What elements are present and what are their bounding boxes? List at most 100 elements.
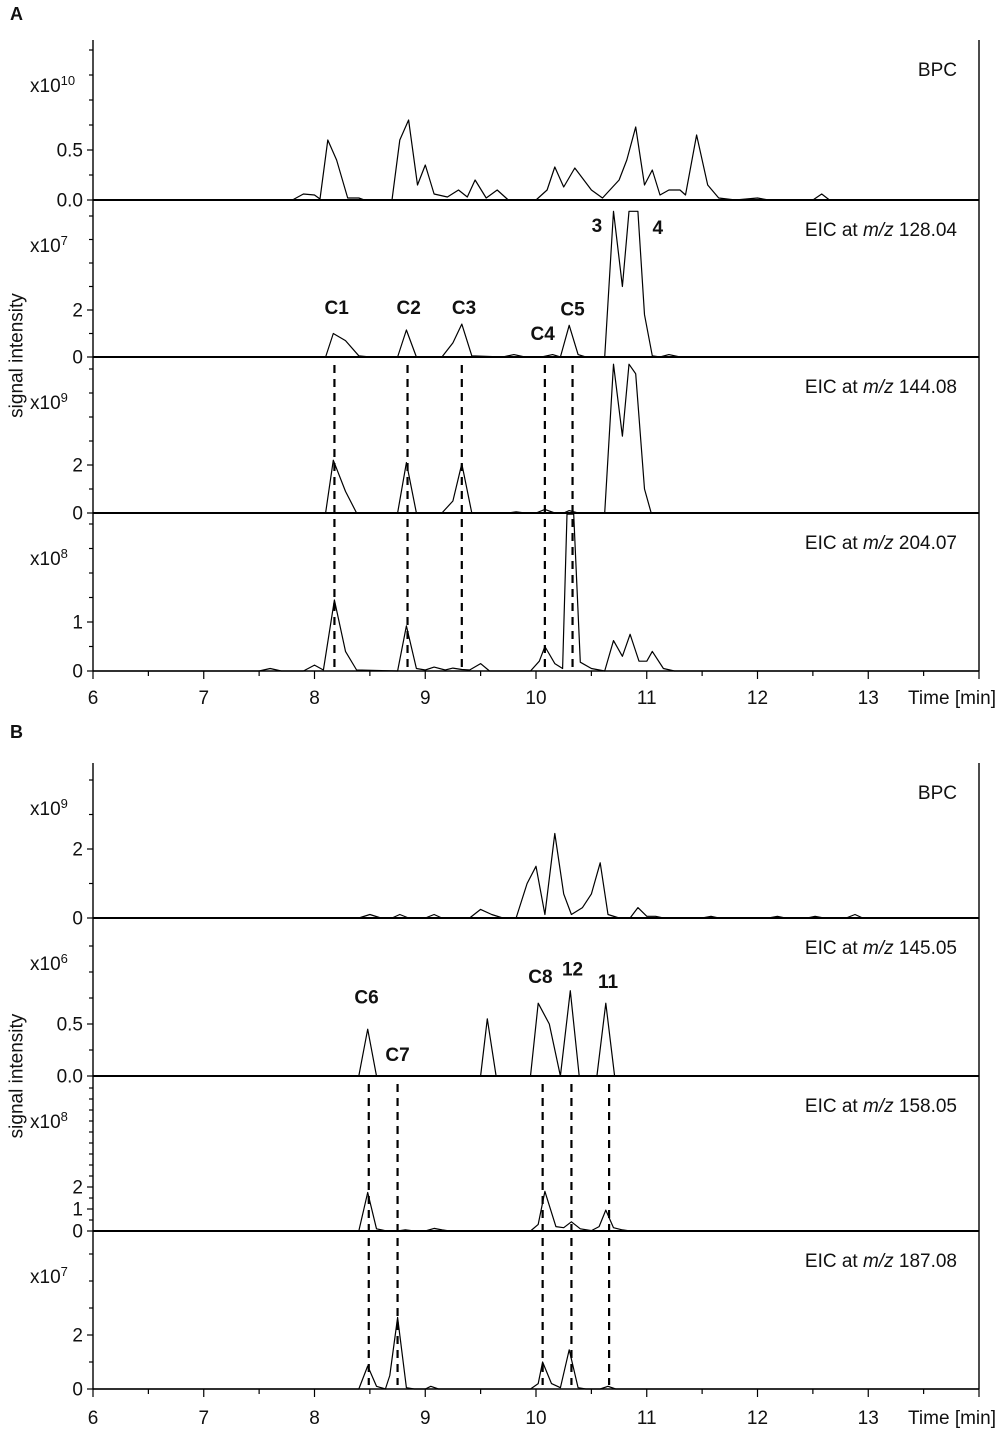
y-tick-label: 2 xyxy=(72,840,83,861)
peak-label: C1 xyxy=(325,298,350,319)
y-tick-label: 1 xyxy=(72,613,83,634)
chromatogram-trace xyxy=(93,832,979,919)
scale-exponent: 6 xyxy=(61,951,68,966)
x-axis-label: Time [min] xyxy=(908,688,996,709)
subplot-2: 0.0 0.5 x106 EIC at m/z 145.05 C6 C7 C8 12 11 xyxy=(30,938,979,1088)
x-tick-label: 8 xyxy=(309,688,320,709)
x-tick-label: 13 xyxy=(858,688,879,709)
chromatogram-trace xyxy=(93,513,979,672)
scale-base: x10 xyxy=(30,1267,61,1288)
scale-label: x106 xyxy=(30,951,68,975)
y-tick-label: 2 xyxy=(72,456,83,477)
panel-letter: A xyxy=(10,4,23,24)
title-value: 158.05 xyxy=(894,1096,957,1117)
title-mz: m/z xyxy=(863,1251,894,1272)
x-tick-label: 11 xyxy=(637,688,657,709)
y-tick-label: 0 xyxy=(72,348,83,369)
y-axis-label: signal intensity xyxy=(7,293,28,418)
title-prefix: EIC at xyxy=(805,377,863,398)
title-prefix: EIC at xyxy=(805,1251,863,1272)
scale-exponent: 9 xyxy=(61,796,68,811)
scale-exponent: 8 xyxy=(61,1109,68,1124)
y-tick-label: 0 xyxy=(72,909,83,930)
peak-label: C7 xyxy=(385,1045,409,1066)
scale-base: x10 xyxy=(30,954,61,975)
title-mz: m/z xyxy=(863,1096,894,1117)
x-tick-label: 10 xyxy=(525,1408,546,1429)
scale-label: x107 xyxy=(30,1264,68,1288)
chromatogram-trace xyxy=(93,990,979,1077)
x-tick-label: 12 xyxy=(747,1408,768,1429)
x-tick-label: 11 xyxy=(637,1408,657,1429)
scale-label: x1010 xyxy=(30,73,75,97)
subplot-4: 0 1 x108 EIC at m/z 204.07 xyxy=(30,513,979,683)
scale-exponent: 10 xyxy=(61,73,75,88)
title-prefix: EIC at xyxy=(805,1096,863,1117)
peak-label: C2 xyxy=(396,298,420,319)
y-tick-label: 0 xyxy=(72,504,83,525)
title-value: 204.07 xyxy=(894,533,957,554)
scale-base: x10 xyxy=(30,393,61,414)
x-axis-label: Time [min] xyxy=(908,1408,996,1429)
scale-exponent: 8 xyxy=(61,546,68,561)
title-value: 144.08 xyxy=(894,377,957,398)
subplot-3: 0 2 x109 EIC at m/z 144.08 xyxy=(30,363,979,525)
y-tick-label: 2 xyxy=(72,1326,83,1347)
peak-label: C3 xyxy=(452,298,476,319)
scale-exponent: 7 xyxy=(61,233,68,248)
subplot-title: EIC at m/z 158.05 xyxy=(805,1096,957,1117)
y-tick-label: 0.5 xyxy=(57,141,83,162)
peak-label: 11 xyxy=(598,972,619,993)
x-tick-label: 7 xyxy=(198,688,209,709)
scale-base: x10 xyxy=(30,549,61,570)
y-tick-label: 0.5 xyxy=(57,1015,83,1036)
x-tick-label: 9 xyxy=(420,688,431,709)
chromatogram-trace xyxy=(93,119,979,201)
scale-label: x109 xyxy=(30,796,68,820)
x-tick-label: 7 xyxy=(198,1408,209,1429)
title-value: 128.04 xyxy=(894,220,958,241)
y-axis-label: signal intensity xyxy=(7,1013,28,1138)
peak-label: 12 xyxy=(562,960,583,981)
scale-base: x10 xyxy=(30,236,61,257)
title-mz: m/z xyxy=(863,533,894,554)
subplot-3: 012 x108 EIC at m/z 158.05 xyxy=(30,1087,979,1243)
subplot-4: 0 2 x107 EIC at m/z 187.08 xyxy=(30,1251,979,1401)
x-tick-label: 8 xyxy=(309,1408,320,1429)
title-prefix: EIC at xyxy=(805,220,863,241)
peak-label: C6 xyxy=(354,988,378,1009)
y-tick-label: 2 xyxy=(72,301,83,322)
peak-label: 3 xyxy=(592,216,603,237)
peak-label: C4 xyxy=(530,324,555,345)
y-tick-label: 0 xyxy=(72,1222,83,1243)
title-prefix: EIC at xyxy=(805,533,863,554)
scale-base: x10 xyxy=(30,76,61,97)
y-tick-label: 0.0 xyxy=(57,1067,83,1088)
x-tick-label: 6 xyxy=(88,1408,99,1429)
peak-label: C5 xyxy=(560,299,585,320)
x-tick-label: 9 xyxy=(420,1408,431,1429)
peak-label: C8 xyxy=(528,967,552,988)
scale-exponent: 9 xyxy=(61,390,68,405)
scale-label: x108 xyxy=(30,1109,68,1133)
scale-label: x108 xyxy=(30,546,68,570)
chromatogram-trace xyxy=(93,1316,979,1390)
scale-label: x107 xyxy=(30,233,68,257)
chromatogram-trace xyxy=(93,1190,979,1232)
scale-label: x109 xyxy=(30,390,68,414)
subplot-title: BPC xyxy=(918,60,957,81)
title-prefix: EIC at xyxy=(805,938,863,959)
subplot-title: EIC at m/z 128.04 xyxy=(805,220,958,241)
title-value: 145.05 xyxy=(894,938,957,959)
subplot-title: EIC at m/z 187.08 xyxy=(805,1251,957,1272)
x-tick-label: 10 xyxy=(525,688,546,709)
scale-base: x10 xyxy=(30,1112,61,1133)
title-mz: m/z xyxy=(863,377,894,398)
x-tick-label: 6 xyxy=(88,688,99,709)
subplot-title: EIC at m/z 144.08 xyxy=(805,377,957,398)
subplot-title: BPC xyxy=(918,783,957,804)
subplot-1: 0.0 0.5 x1010 BPC xyxy=(30,49,979,212)
chromatogram-trace xyxy=(93,363,979,514)
